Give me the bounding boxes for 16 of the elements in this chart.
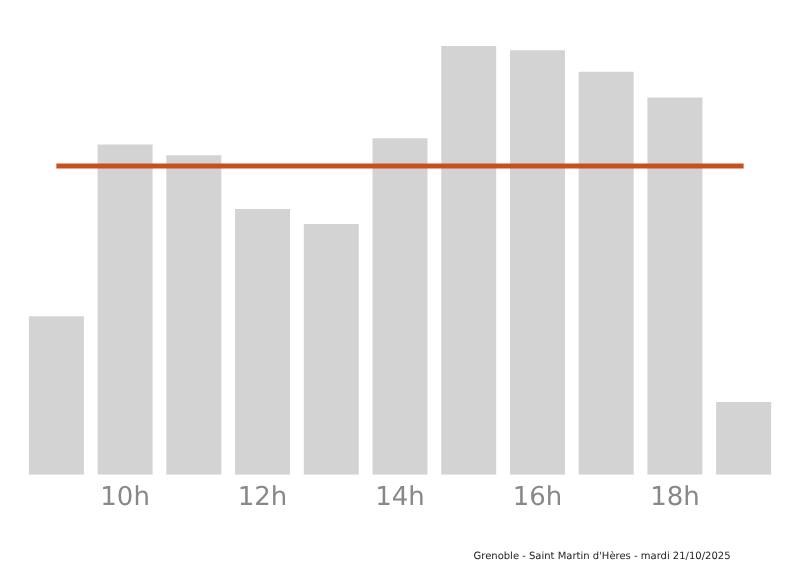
bar (509, 50, 565, 475)
bar (97, 144, 153, 475)
bar (235, 208, 291, 475)
bar (28, 316, 84, 475)
x-tick-label: 18h (650, 483, 700, 514)
bar (716, 401, 772, 475)
x-tick-label: 16h (512, 483, 563, 514)
bar (303, 223, 359, 475)
bar (372, 138, 428, 475)
bar (578, 71, 634, 475)
bar (166, 155, 222, 475)
bar (647, 97, 703, 475)
bar (441, 46, 497, 475)
x-tick-label: 10h (100, 483, 150, 514)
x-tick-label: 12h (237, 483, 288, 514)
x-tick-label: 14h (375, 483, 425, 514)
